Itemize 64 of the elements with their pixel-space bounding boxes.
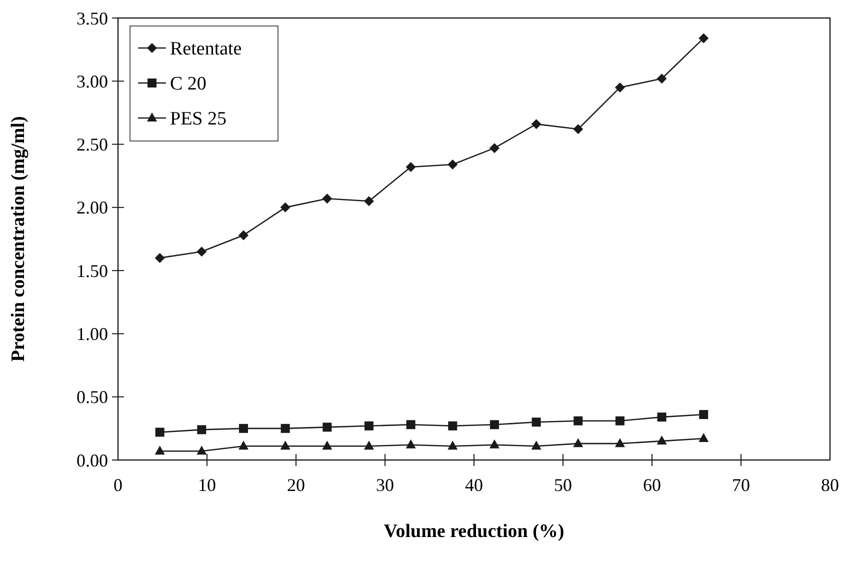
- point: [196, 446, 207, 455]
- point: [531, 119, 542, 130]
- legend-label: PES 25: [170, 108, 226, 130]
- x-tick-label: 0: [114, 475, 122, 495]
- point: [196, 246, 207, 257]
- x-tick-label: 80: [821, 475, 839, 495]
- point: [280, 440, 290, 450]
- point: [448, 421, 458, 430]
- point: [280, 202, 290, 212]
- point: [448, 159, 458, 170]
- point: [322, 194, 332, 204]
- point: [489, 439, 500, 448]
- point: [364, 440, 374, 450]
- y-axis-title: Protein concentration (mg/ml): [8, 116, 29, 362]
- point: [615, 416, 624, 426]
- y-tick-label: 3.00: [76, 71, 108, 92]
- x-tick-label: 10: [198, 475, 216, 495]
- point: [238, 440, 248, 450]
- point: [322, 422, 332, 432]
- point: [490, 420, 499, 430]
- point: [574, 416, 583, 426]
- point: [489, 143, 500, 154]
- point: [698, 433, 709, 442]
- point: [238, 424, 248, 433]
- point: [614, 438, 625, 448]
- point: [573, 124, 584, 134]
- point: [154, 252, 165, 263]
- y-tick-label: 0.00: [76, 450, 108, 470]
- y-tick-label: 3.50: [76, 8, 108, 28]
- point: [155, 428, 164, 437]
- point: [699, 410, 708, 420]
- point: [573, 438, 584, 448]
- y-tick-label: 1.50: [76, 260, 108, 281]
- point: [197, 425, 206, 434]
- x-tick-label: 70: [732, 475, 750, 495]
- x-axis-title: Volume reduction (%): [384, 521, 564, 542]
- point: [154, 446, 165, 455]
- x-tick-label: 60: [643, 475, 661, 495]
- point: [656, 74, 667, 84]
- point: [364, 421, 374, 430]
- legend-label: C 20: [170, 74, 206, 95]
- point: [238, 230, 248, 240]
- legend-label: Retentate: [170, 38, 242, 60]
- x-tick-label: 40: [465, 475, 483, 495]
- point: [280, 424, 290, 433]
- point: [406, 162, 416, 172]
- point: [614, 82, 625, 92]
- point: [406, 420, 416, 430]
- y-tick-label: 0.50: [76, 387, 108, 408]
- point: [656, 436, 667, 445]
- y-tick-label: 2.50: [76, 134, 108, 155]
- point: [364, 196, 374, 206]
- point: [657, 412, 666, 422]
- x-tick-label: 20: [287, 475, 305, 495]
- x-tick-label: 30: [376, 475, 394, 495]
- point: [322, 440, 332, 450]
- point: [532, 418, 541, 427]
- x-tick-label: 50: [554, 475, 572, 495]
- y-tick-label: 1.00: [76, 324, 108, 344]
- point: [406, 439, 416, 448]
- point: [448, 440, 458, 450]
- point: [698, 33, 709, 44]
- point: [531, 440, 542, 450]
- y-tick-label: 2.00: [76, 198, 108, 218]
